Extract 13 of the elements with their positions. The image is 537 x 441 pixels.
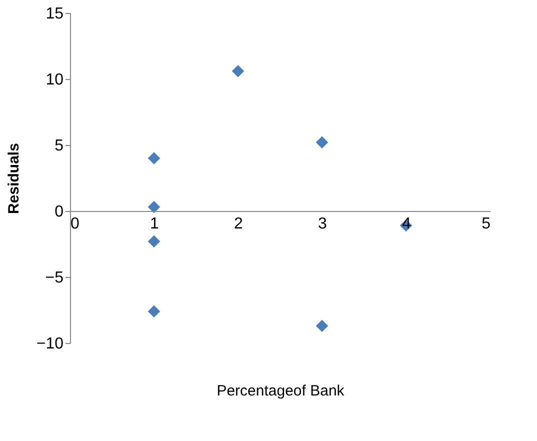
x-tick-label: 0 [70, 216, 80, 232]
y-axis-title: Residuals [5, 143, 22, 214]
y-tick-label: −5 [45, 270, 64, 286]
y-tick-label: 0 [54, 204, 64, 220]
x-tick-label: 1 [150, 216, 160, 232]
y-tick-label: 5 [54, 138, 64, 154]
y-tick-label: 10 [46, 72, 64, 88]
x-tick-label: 5 [482, 216, 491, 232]
y-tick-label: 15 [46, 6, 64, 22]
x-axis-title: Percentageof Bank [216, 382, 345, 400]
x-tick-label: 2 [234, 216, 244, 232]
y-tick-label: −10 [36, 336, 64, 352]
x-tick-label: 3 [318, 216, 328, 232]
